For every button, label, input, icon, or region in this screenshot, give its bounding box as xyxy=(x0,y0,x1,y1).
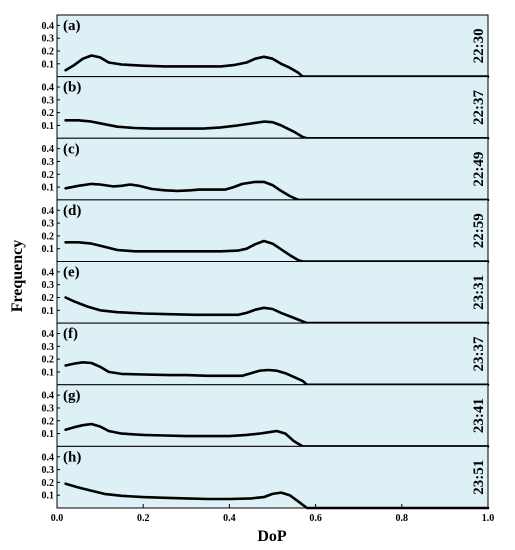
time-label: 23:41 xyxy=(471,398,487,433)
x-axis: 0.0 0.2 0.4 0.6 0.8 1.0 xyxy=(51,504,495,524)
panel-label: (f) xyxy=(63,326,78,342)
y-tick-label: 0.3 xyxy=(42,157,55,168)
x-tick-label: 0.8 xyxy=(396,513,409,524)
y-tick-label: 0.3 xyxy=(42,280,55,291)
panel: 0.1 0.20.3 0.4 (d) 22:59 xyxy=(42,199,490,263)
series-line xyxy=(64,119,490,140)
panel: 0.1 0.2 0.3 0.4 (e) 23:31 xyxy=(42,261,490,325)
panel-background xyxy=(56,137,489,201)
x-tick-label: 0.2 xyxy=(137,513,150,524)
panel-background xyxy=(56,14,489,78)
x-axis-title: DoP xyxy=(257,528,287,545)
panel: 0.10.2 0.3 0.4 (f) 23:37 xyxy=(42,322,490,387)
y-tick-label: 0.2 xyxy=(42,478,55,489)
y-tick-label: 0.1 xyxy=(42,306,55,317)
y-tick-label: 0.3 xyxy=(42,465,55,476)
panel-background xyxy=(56,384,489,447)
y-tick-label: 0.4 xyxy=(42,391,55,402)
panel-background xyxy=(56,261,489,324)
y-tick-label: 0.4 xyxy=(42,267,55,278)
time-label: 23:51 xyxy=(471,460,487,495)
panel: 0.1 0.2 0.30.4 (b) 22:37 xyxy=(42,76,490,140)
y-tick-label: 0.1 xyxy=(42,491,55,502)
y-tick-label: 0.1 xyxy=(42,121,55,132)
panel: 0.10.2 0.3 0.4 (a) 22:30 xyxy=(42,14,490,78)
time-label: 22:59 xyxy=(471,213,487,248)
panel-label: (h) xyxy=(63,449,81,465)
series-line xyxy=(64,422,490,448)
y-tick-label: 0.2 xyxy=(42,293,55,304)
y-tick-label: 0.2 xyxy=(42,231,55,242)
time-label: 22:30 xyxy=(471,28,487,63)
panel-label: (g) xyxy=(63,388,81,404)
x-tick-label: 0.0 xyxy=(51,513,64,524)
panel-label: (c) xyxy=(63,141,80,157)
y-tick-label: 0.1 xyxy=(42,183,55,194)
time-label: 23:31 xyxy=(471,275,487,310)
panels-group: 0.10.20.30.4 (a)22:300.10.20.30.4 (b)22:37… xyxy=(42,14,490,510)
series-line xyxy=(64,54,490,78)
y-tick-label: 0.3 xyxy=(42,34,55,45)
time-label: 23:37 xyxy=(471,336,487,371)
y-tick-label: 0.3 xyxy=(42,403,55,414)
panel-background xyxy=(56,322,489,386)
y-tick-label: 0.3 xyxy=(42,95,55,106)
y-tick-label: 0.3 xyxy=(42,342,55,353)
y-tick-label: 0.4 xyxy=(42,329,55,340)
time-label: 22:37 xyxy=(471,89,487,124)
time-label: 22:49 xyxy=(471,152,487,187)
x-tick-label: 1.0 xyxy=(482,513,495,524)
panel: 0.1 0.2 0.3 0.4 (c) 22:49 xyxy=(42,137,490,202)
panel-label: (b) xyxy=(63,80,81,96)
x-tick-label: 0.4 xyxy=(223,513,236,524)
y-tick-label: 0.2 xyxy=(42,416,55,427)
panel-background xyxy=(56,445,489,509)
panel-label: (d) xyxy=(63,203,81,219)
panel-label: (a) xyxy=(63,18,81,34)
panel-background xyxy=(56,199,489,262)
y-axis-title: Frequency xyxy=(9,240,26,313)
y-tick-label: 0.2 xyxy=(42,355,55,366)
y-tick-label: 0.4 xyxy=(42,21,55,32)
y-tick-label: 0.1 xyxy=(42,59,55,70)
y-tick-label: 0.1 xyxy=(42,367,55,378)
y-tick-label: 0.3 xyxy=(42,219,55,230)
series-line xyxy=(64,482,490,510)
series-line xyxy=(64,361,490,387)
panel-label: (e) xyxy=(63,265,80,281)
series-line xyxy=(64,239,490,263)
panel: 0.1 0.2 0.30.4 (g) 23:41 xyxy=(42,384,490,448)
y-tick-label: 0.4 xyxy=(42,144,55,155)
y-tick-label: 0.4 xyxy=(42,452,55,463)
x-tick-label: 0.6 xyxy=(309,513,322,524)
series-line xyxy=(64,180,490,202)
panel: 0.1 0.2 0.3 0.4 (h) 23:51 xyxy=(42,445,490,510)
y-tick-label: 0.2 xyxy=(42,47,55,58)
y-tick-label: 0.1 xyxy=(42,244,55,255)
y-tick-label: 0.2 xyxy=(42,170,55,181)
y-tick-label: 0.2 xyxy=(42,108,55,119)
panel-background xyxy=(56,76,489,139)
series-line xyxy=(64,296,490,325)
y-tick-label: 0.4 xyxy=(42,83,55,94)
y-tick-label: 0.1 xyxy=(42,429,55,440)
y-tick-label: 0.4 xyxy=(42,206,55,217)
